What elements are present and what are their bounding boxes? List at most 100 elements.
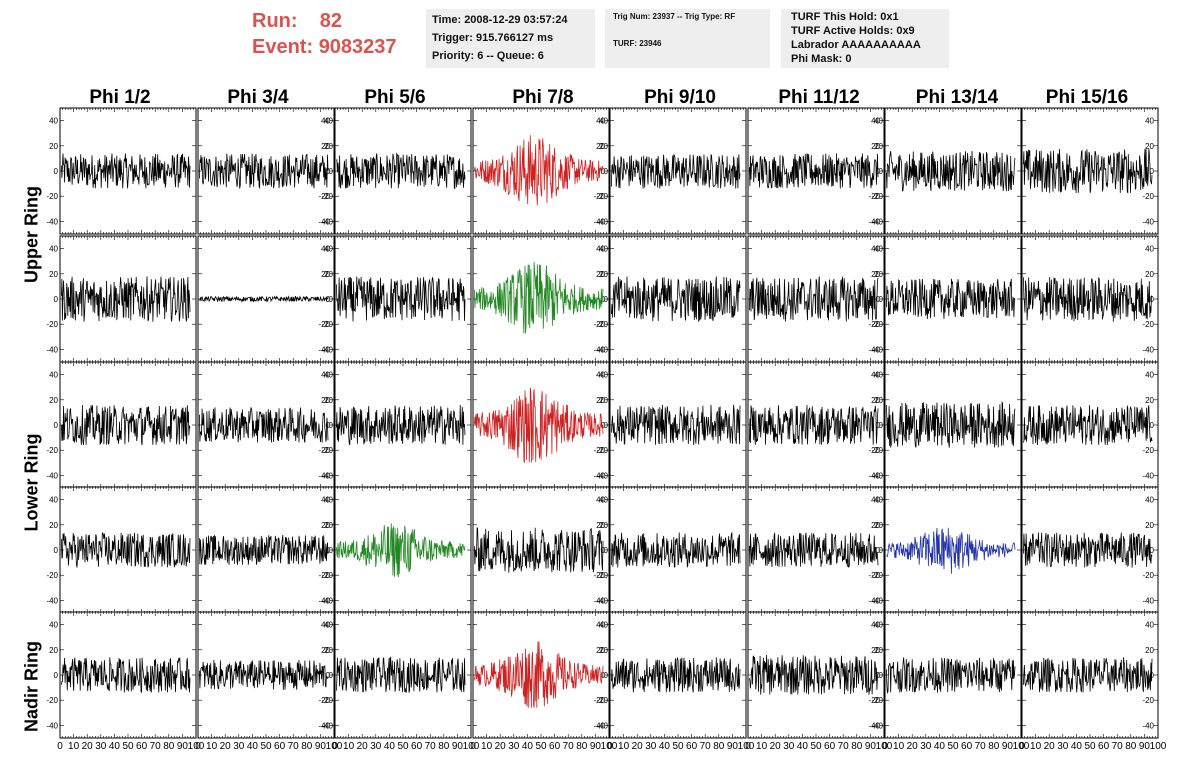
x-tick-label: 100 xyxy=(876,741,893,752)
waveform-trace xyxy=(199,295,329,303)
y-tick-label: 20 xyxy=(871,270,880,279)
y-tick-label: -20 xyxy=(318,192,330,201)
y-tick-label: 0 xyxy=(604,295,609,304)
waveform-trace xyxy=(749,405,879,445)
x-tick-label: 30 xyxy=(1057,741,1069,752)
y-tick-label: -20 xyxy=(321,446,333,455)
x-tick-label: 30 xyxy=(920,741,932,752)
y-tick-label: 0 xyxy=(54,671,59,680)
x-tick-label: 0 xyxy=(470,741,476,752)
trig-num-text: Trig Num: 23937 -- Trig Type: RF xyxy=(613,12,736,21)
y-tick-label: 0 xyxy=(876,295,881,304)
x-tick-label: 50 xyxy=(810,741,822,752)
y-tick-label: -40 xyxy=(46,345,58,354)
x-tick-label: 70 xyxy=(700,741,712,752)
y-tick-label: -40 xyxy=(1142,596,1154,605)
panel-r1-c7: 40 20 0 -20 -40 xyxy=(1021,235,1159,363)
y-tick-label: -20 xyxy=(318,696,330,705)
turf-this-hold-text: TURF This Hold: 0x1 xyxy=(791,11,899,23)
y-tick-label: 0 xyxy=(1150,295,1155,304)
waveform-trace xyxy=(474,527,604,573)
x-tick-label: 20 xyxy=(1044,741,1056,752)
x-tick-label: 100 xyxy=(188,741,205,752)
trigger-text: Trigger: 915.766127 ms xyxy=(432,32,554,44)
y-tick-label: 40 xyxy=(49,117,58,126)
y-tick-label: -40 xyxy=(868,345,880,354)
y-tick-label: -40 xyxy=(46,471,58,480)
y-tick-label: 40 xyxy=(599,371,608,380)
column-label-phi-15-16: Phi 15/16 xyxy=(1045,87,1129,108)
x-tick-label: 60 xyxy=(1098,741,1110,752)
y-tick-label: 0 xyxy=(879,167,884,176)
y-tick-label: -20 xyxy=(1142,571,1154,580)
waveform-trace xyxy=(1023,405,1153,446)
x-tick-label: 80 xyxy=(851,741,863,752)
x-tick-label: 0 xyxy=(1019,741,1025,752)
x-tick-label: 50 xyxy=(672,741,684,752)
waveform-trace xyxy=(611,154,741,189)
y-tick-label: 0 xyxy=(329,421,334,430)
y-tick-label: 40 xyxy=(596,371,605,380)
x-tick-label: 60 xyxy=(961,741,973,752)
y-tick-label: -40 xyxy=(321,471,333,480)
x-tick-label: 30 xyxy=(508,741,520,752)
waveform-trace xyxy=(749,153,879,189)
y-tick-label: -20 xyxy=(871,446,883,455)
panel-r2-c3: 40 20 0 -20 -40 xyxy=(472,361,610,489)
panel-r0-c0: 40 20 0 -20 -40 xyxy=(46,107,197,235)
y-tick-label: -40 xyxy=(596,217,608,226)
y-tick-label: -40 xyxy=(1142,721,1154,730)
waveform-trace xyxy=(749,276,879,322)
waveform-trace xyxy=(336,404,466,446)
panel-r1-c0: 40 20 0 -20 -40 xyxy=(46,235,197,363)
y-tick-label: -20 xyxy=(46,192,58,201)
y-tick-label: -20 xyxy=(596,571,608,580)
y-tick-label: -20 xyxy=(868,446,880,455)
y-tick-label: 40 xyxy=(324,621,333,630)
y-tick-label: 40 xyxy=(321,496,330,505)
panel-r2-c2: 40 20 0 -20 -40 xyxy=(321,361,472,489)
y-tick-label: 20 xyxy=(596,521,605,530)
y-tick-label: -40 xyxy=(596,471,608,480)
y-tick-label: 0 xyxy=(879,295,884,304)
waveform-trace xyxy=(1023,277,1153,322)
y-tick-label: 0 xyxy=(1150,546,1155,555)
y-tick-label: 20 xyxy=(596,142,605,151)
y-tick-label: 40 xyxy=(871,496,880,505)
x-tick-label: 60 xyxy=(274,741,286,752)
panel-r2-c1: 40 20 0 -20 -40 xyxy=(197,361,335,489)
panel-r3-c3: 40 20 0 -20 -40 xyxy=(472,486,610,614)
x-tick-label: 20 xyxy=(632,741,644,752)
panel-r0-c1: 40 20 0 -20 -40 xyxy=(197,107,335,235)
x-tick-label: 70 xyxy=(150,741,162,752)
waveform-trace xyxy=(474,135,604,206)
y-tick-label: 20 xyxy=(1145,270,1154,279)
y-tick-label: 40 xyxy=(324,117,333,126)
y-tick-label: 40 xyxy=(599,621,608,630)
panel-r1-c4: 40 20 0 -20 -40 xyxy=(596,235,747,363)
y-tick-label: 40 xyxy=(49,371,58,380)
y-tick-label: -40 xyxy=(1142,345,1154,354)
trig-info-box: Trig Num: 23937 -- Trig Type: RF TURF: 2… xyxy=(605,9,770,68)
y-tick-label: 20 xyxy=(1145,142,1154,151)
y-tick-label: 20 xyxy=(1145,646,1154,655)
y-tick-label: -40 xyxy=(871,471,883,480)
waveform-trace xyxy=(1023,657,1153,693)
y-tick-label: 0 xyxy=(329,295,334,304)
panel-r2-c5: 40 20 0 -20 -40 xyxy=(747,361,885,489)
event-value: 9083237 xyxy=(318,36,397,58)
x-tick-label: 10 xyxy=(756,741,768,752)
turf-info-box: TURF This Hold: 0x1 TURF Active Holds: 0… xyxy=(781,9,949,68)
y-tick-label: 0 xyxy=(601,167,606,176)
waveform-trace xyxy=(611,657,741,693)
y-tick-label: 20 xyxy=(599,270,608,279)
panel-r4-c2: 40 20 0 -20 -40 xyxy=(321,611,472,739)
y-tick-label: -40 xyxy=(871,345,883,354)
column-label-phi-9-10: Phi 9/10 xyxy=(644,87,716,108)
y-tick-label: -40 xyxy=(868,721,880,730)
y-tick-label: 20 xyxy=(324,646,333,655)
y-tick-label: -40 xyxy=(318,345,330,354)
x-tick-label: 40 xyxy=(522,741,534,752)
y-tick-label: 0 xyxy=(879,421,884,430)
x-tick-label: 70 xyxy=(838,741,850,752)
